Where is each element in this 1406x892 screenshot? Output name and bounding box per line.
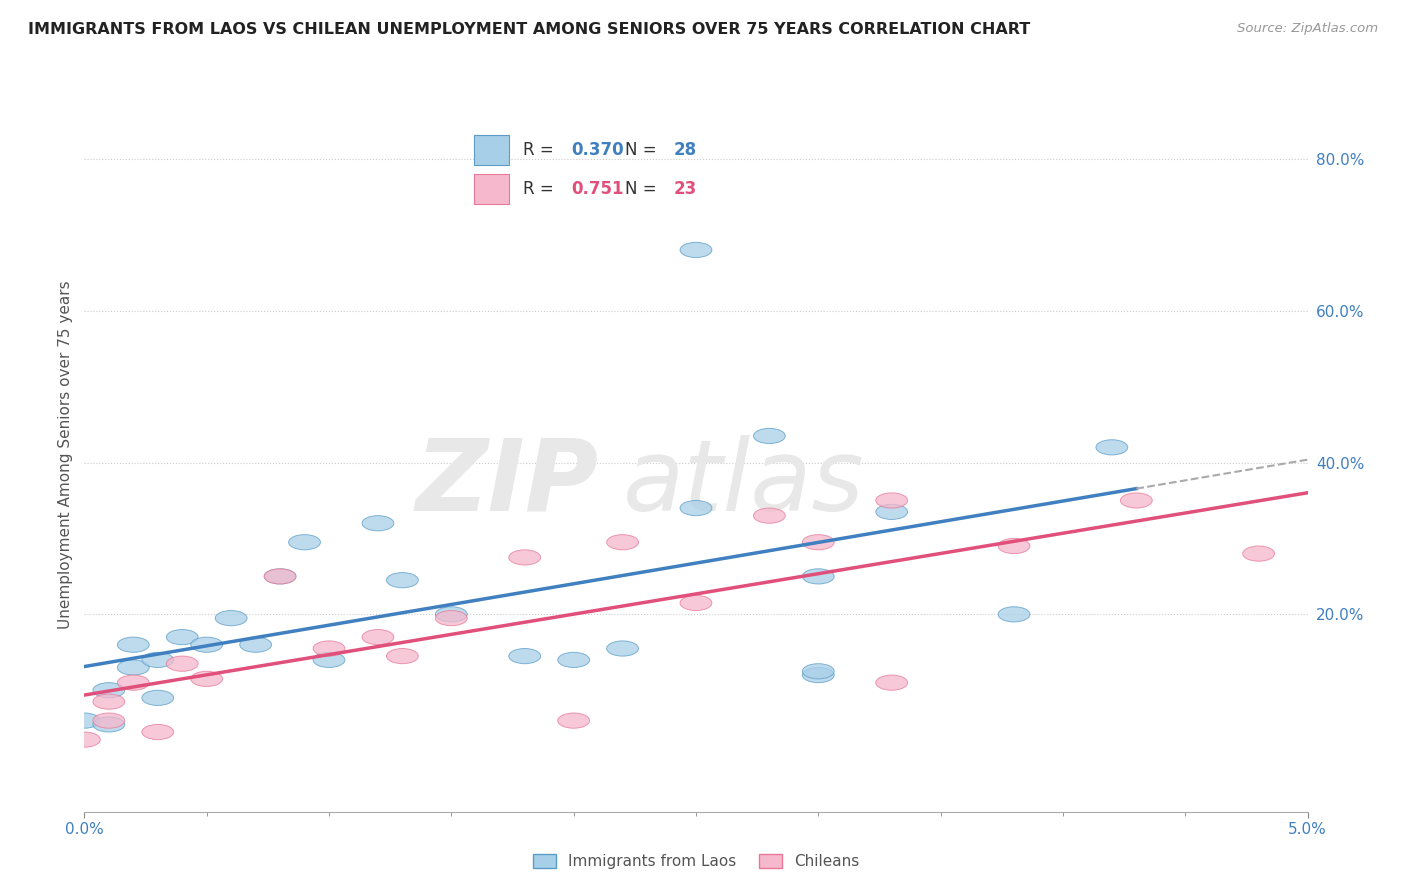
Ellipse shape	[876, 493, 908, 508]
Ellipse shape	[803, 569, 834, 584]
Ellipse shape	[436, 607, 467, 622]
Text: R =: R =	[523, 141, 558, 159]
Ellipse shape	[1121, 493, 1153, 508]
Ellipse shape	[166, 630, 198, 645]
FancyBboxPatch shape	[474, 174, 509, 203]
Ellipse shape	[606, 534, 638, 549]
FancyBboxPatch shape	[474, 136, 509, 165]
Text: IMMIGRANTS FROM LAOS VS CHILEAN UNEMPLOYMENT AMONG SENIORS OVER 75 YEARS CORRELA: IMMIGRANTS FROM LAOS VS CHILEAN UNEMPLOY…	[28, 22, 1031, 37]
Ellipse shape	[117, 660, 149, 675]
Text: N =: N =	[626, 141, 662, 159]
Ellipse shape	[117, 675, 149, 690]
Ellipse shape	[754, 428, 786, 443]
Ellipse shape	[264, 569, 297, 584]
Text: 0.370: 0.370	[571, 141, 624, 159]
Ellipse shape	[215, 610, 247, 625]
Ellipse shape	[69, 713, 100, 728]
Ellipse shape	[361, 630, 394, 645]
Ellipse shape	[803, 667, 834, 682]
Ellipse shape	[314, 641, 344, 657]
Ellipse shape	[142, 652, 174, 667]
Ellipse shape	[288, 534, 321, 549]
Ellipse shape	[142, 690, 174, 706]
Ellipse shape	[142, 724, 174, 739]
Text: N =: N =	[626, 180, 662, 198]
Ellipse shape	[1243, 546, 1275, 561]
Ellipse shape	[191, 672, 222, 687]
Ellipse shape	[387, 573, 419, 588]
Ellipse shape	[681, 595, 711, 610]
Ellipse shape	[1095, 440, 1128, 455]
Legend: Immigrants from Laos, Chileans: Immigrants from Laos, Chileans	[526, 848, 866, 875]
Text: ZIP: ZIP	[415, 435, 598, 532]
Ellipse shape	[436, 610, 467, 625]
Ellipse shape	[93, 682, 125, 698]
Ellipse shape	[558, 713, 589, 728]
Ellipse shape	[166, 657, 198, 672]
Ellipse shape	[998, 539, 1031, 554]
Ellipse shape	[803, 534, 834, 549]
Text: R =: R =	[523, 180, 558, 198]
Ellipse shape	[387, 648, 419, 664]
Ellipse shape	[998, 607, 1031, 622]
Ellipse shape	[681, 243, 711, 258]
Ellipse shape	[264, 569, 297, 584]
Ellipse shape	[191, 637, 222, 652]
Ellipse shape	[558, 652, 589, 667]
Ellipse shape	[314, 652, 344, 667]
Ellipse shape	[361, 516, 394, 531]
Ellipse shape	[239, 637, 271, 652]
Ellipse shape	[681, 500, 711, 516]
Ellipse shape	[93, 717, 125, 732]
Text: atlas: atlas	[623, 435, 865, 532]
Ellipse shape	[876, 504, 908, 519]
Text: 0.751: 0.751	[571, 180, 624, 198]
Ellipse shape	[803, 664, 834, 679]
Ellipse shape	[876, 675, 908, 690]
Ellipse shape	[93, 713, 125, 728]
Ellipse shape	[93, 694, 125, 709]
Ellipse shape	[754, 508, 786, 524]
Text: 23: 23	[673, 180, 697, 198]
Ellipse shape	[606, 641, 638, 657]
Ellipse shape	[509, 648, 541, 664]
Text: 28: 28	[673, 141, 696, 159]
Y-axis label: Unemployment Among Seniors over 75 years: Unemployment Among Seniors over 75 years	[58, 281, 73, 629]
Text: Source: ZipAtlas.com: Source: ZipAtlas.com	[1237, 22, 1378, 36]
Ellipse shape	[69, 732, 100, 747]
Ellipse shape	[509, 549, 541, 565]
Ellipse shape	[117, 637, 149, 652]
